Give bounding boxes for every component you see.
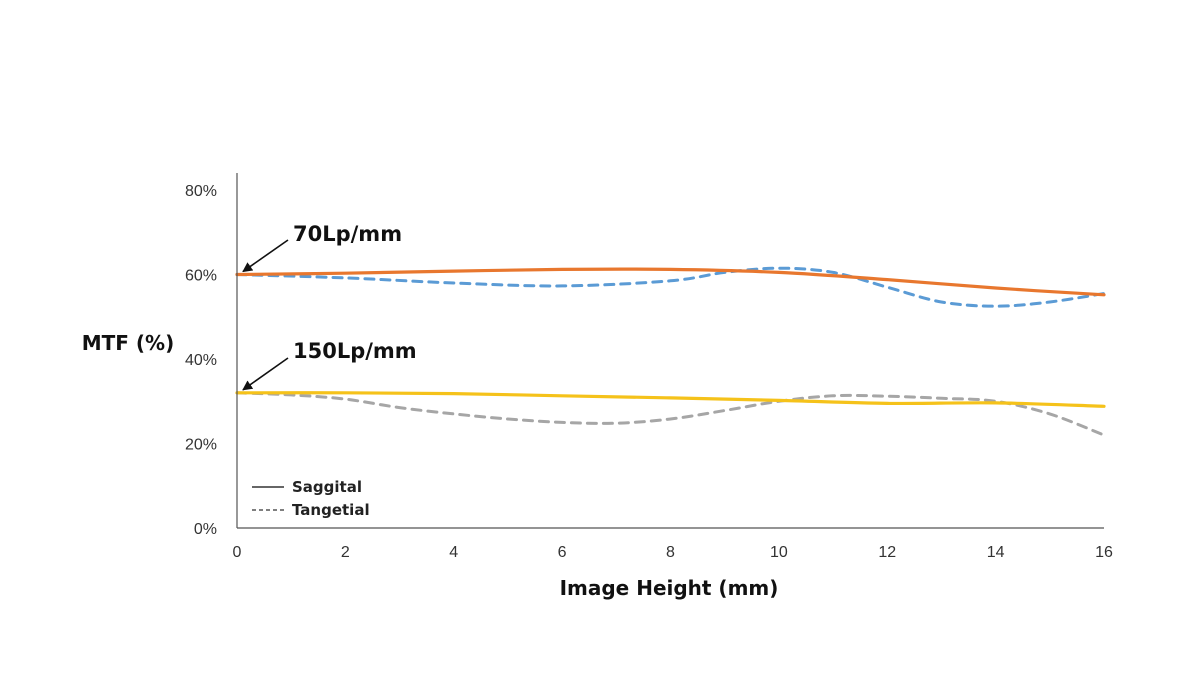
y-tick-label: 0%: [194, 521, 217, 538]
sagittal-line-2: [235, 391, 1106, 408]
annotation-150lp: 150Lp/mm: [293, 339, 417, 363]
axes-layer: [236, 173, 1104, 529]
legend-label-tangetial: Tangetial: [292, 501, 370, 519]
x-tick-label: 12: [878, 544, 896, 561]
x-tick-label: 0: [233, 544, 242, 561]
tangential-line-1: [235, 266, 1106, 308]
x-tick-label: 10: [770, 544, 788, 561]
x-axis-title: Image Height (mm): [560, 576, 779, 600]
y-tick-label: 40%: [185, 352, 217, 369]
x-tick-label: 6: [558, 544, 567, 561]
legend: Saggital Tangetial: [252, 478, 370, 519]
y-axis-title: MTF (%): [82, 331, 175, 355]
annotations: 70Lp/mm 150Lp/mm: [242, 222, 417, 391]
y-tick-label: 80%: [185, 183, 217, 200]
x-tick-label: 16: [1095, 544, 1113, 561]
x-tick-label: 8: [666, 544, 675, 561]
tangential-line-3: [235, 391, 1106, 437]
annotation-arrow: [242, 239, 289, 273]
series-layer: [235, 266, 1106, 437]
annotation-70lp: 70Lp/mm: [293, 222, 402, 246]
x-tick-label: 14: [987, 544, 1005, 561]
y-tick-label: 20%: [185, 437, 217, 454]
legend-label-saggital: Saggital: [292, 478, 362, 496]
y-tick-label: 60%: [185, 268, 217, 285]
x-tick-label: 2: [341, 544, 350, 561]
ticks-layer: 0 2 4 6 8 10 12 14 16 0% 20% 40% 60% 80%: [185, 183, 1113, 561]
annotation-arrow: [242, 357, 289, 391]
x-tick-label: 4: [449, 544, 458, 561]
sagittal-line-0: [235, 267, 1106, 297]
